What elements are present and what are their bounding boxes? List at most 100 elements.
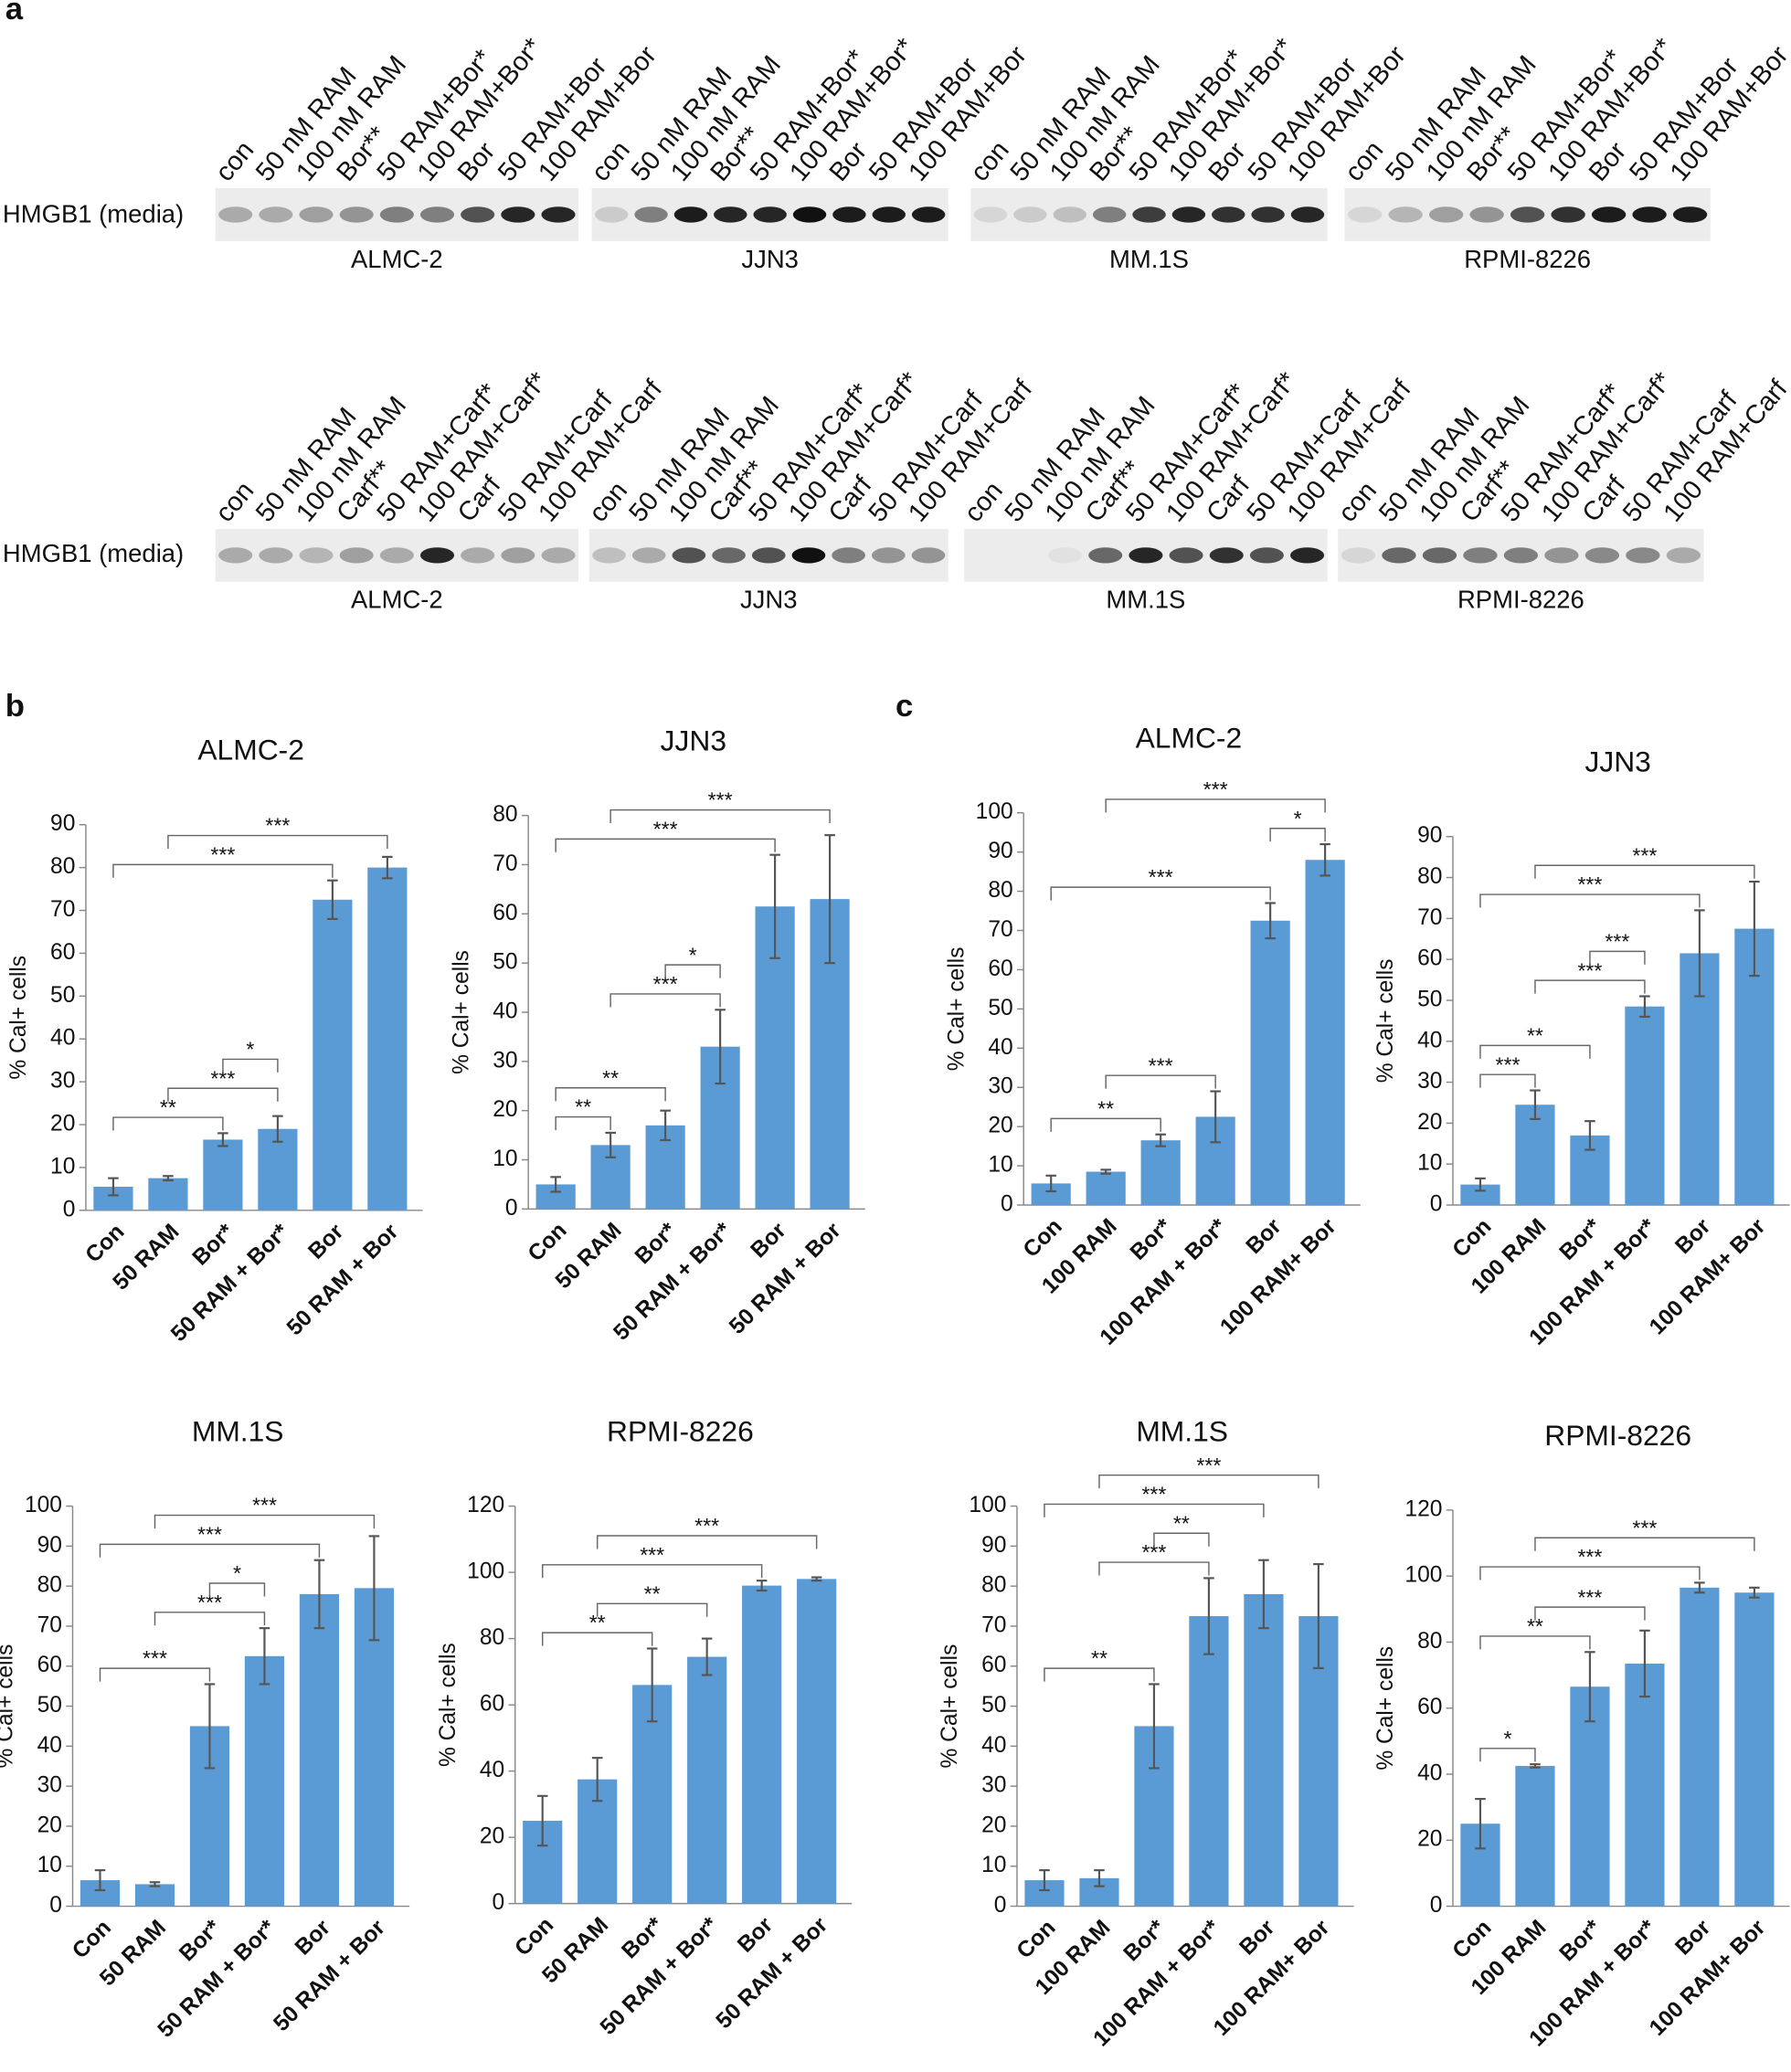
significance-bracket (596, 1602, 708, 1617)
y-tick-label: 80 (981, 1573, 1006, 1598)
y-tick-label: 70 (1417, 905, 1442, 930)
blot-band (1544, 547, 1579, 564)
bar (1244, 1593, 1284, 1907)
lane-label: con (586, 135, 635, 186)
significance-bracket (1269, 827, 1326, 842)
y-tick-label: 90 (50, 811, 75, 836)
y-tick-label: 20 (981, 1813, 1006, 1837)
significance-label: ** (602, 1066, 619, 1090)
blot-band (419, 547, 455, 564)
blot-band (1551, 206, 1585, 223)
bar (148, 1178, 188, 1210)
bar (203, 1139, 243, 1210)
y-tick-label: 60 (988, 957, 1012, 981)
blot-band (1672, 206, 1708, 223)
significance-label: ** (644, 1581, 661, 1605)
blot-band (1212, 206, 1245, 223)
blot-band (871, 547, 906, 564)
significance-bracket (1044, 1667, 1155, 1682)
significance-label: *** (1149, 1053, 1173, 1077)
blot-band (1013, 206, 1047, 223)
significance-label: *** (653, 817, 678, 840)
chart-title: RPMI-8226 (607, 1414, 754, 1447)
y-tick-label: 30 (493, 1048, 517, 1073)
bar (797, 1579, 837, 1904)
significance-bracket (1479, 1566, 1701, 1580)
y-tick-label: 0 (505, 1196, 518, 1221)
blot-band (339, 206, 374, 223)
cell-line-label: ALMC-2 (351, 586, 443, 614)
y-tick-label: 40 (1417, 1760, 1442, 1785)
significance-bracket (1050, 1117, 1161, 1132)
significance-bracket (541, 1632, 653, 1646)
significance-label: *** (1141, 1483, 1166, 1506)
bar (1680, 1587, 1720, 1907)
bar (313, 899, 353, 1210)
significance-bracket (167, 834, 388, 850)
significance-bracket (208, 1582, 266, 1597)
significance-label: * (1294, 807, 1302, 830)
bar (687, 1656, 727, 1904)
blot-row-label: HMGB1 (media) (3, 539, 184, 567)
y-tick-label: 0 (994, 1893, 1007, 1918)
x-tick-label: Con (1019, 1214, 1067, 1263)
blot-row-label: HMGB1 (media) (3, 200, 184, 228)
lane-label: con (965, 135, 1014, 186)
significance-label: *** (640, 1543, 664, 1567)
blot-band (379, 547, 414, 564)
significance-label: *** (708, 788, 733, 812)
x-tick-label: Bor (303, 1219, 348, 1263)
significance-bracket (609, 809, 831, 823)
bar (1086, 1171, 1126, 1206)
y-tick-label: 50 (988, 996, 1012, 1020)
significance-bracket (555, 838, 776, 852)
significance-bracket (1098, 1474, 1319, 1489)
significance-label: *** (1196, 1454, 1221, 1477)
x-tick-label: Con (1448, 1214, 1497, 1263)
blot-band (1132, 206, 1166, 223)
y-axis-label: % Cal+ cells (938, 1644, 962, 1769)
blot-band (461, 547, 495, 564)
significance-bracket (1534, 1606, 1646, 1621)
blot-band (1092, 206, 1127, 223)
significance-bracket (112, 1116, 224, 1131)
significance-label: ** (1097, 1097, 1114, 1121)
y-tick-label: 80 (1417, 1629, 1442, 1654)
blot-band (1388, 206, 1423, 223)
panel-label: a (5, 0, 24, 26)
y-tick-label: 60 (50, 940, 75, 965)
chart-title: ALMC-2 (1136, 722, 1243, 755)
blot-band (1341, 547, 1376, 564)
x-tick-label: Bor (1670, 1214, 1715, 1259)
lane-label: con (210, 135, 260, 186)
bar (1515, 1765, 1555, 1907)
significance-label: ** (1527, 1024, 1543, 1048)
significance-label: *** (1577, 1585, 1602, 1609)
y-tick-label: 40 (493, 999, 517, 1023)
y-tick-label: 70 (50, 897, 75, 922)
bar (299, 1593, 340, 1907)
y-axis-label: % Cal+ cells (436, 1643, 461, 1767)
y-tick-label: 80 (493, 802, 517, 827)
blot-band (299, 547, 334, 564)
blot-band (1249, 547, 1284, 564)
significance-bracket (609, 993, 721, 1008)
blot-band (911, 206, 946, 223)
cell-line-label: MM.1S (1109, 245, 1189, 273)
blot-band (1503, 547, 1539, 564)
blot-band (792, 206, 827, 223)
panel-label: b (5, 689, 25, 724)
significance-bracket (1479, 1635, 1591, 1650)
blot-band (1422, 547, 1457, 564)
blot-band (832, 547, 865, 564)
bar (1570, 1686, 1610, 1907)
blot-band (712, 547, 746, 564)
y-tick-label: 90 (988, 839, 1012, 863)
significance-bracket (154, 1612, 266, 1626)
y-tick-label: 70 (981, 1612, 1006, 1637)
blot-band (832, 206, 866, 223)
blot-band (911, 547, 946, 564)
y-tick-label: 0 (492, 1890, 504, 1915)
x-tick-label: Con (510, 1913, 558, 1961)
blot (215, 528, 579, 582)
